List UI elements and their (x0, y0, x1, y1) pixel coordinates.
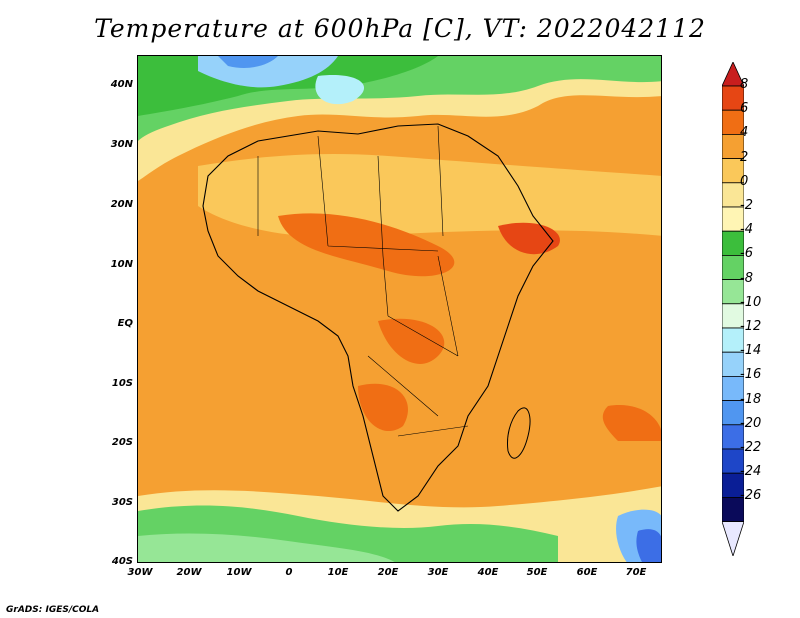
indian-ocean-warm (602, 405, 661, 441)
lat-label-20s: 20S (111, 437, 133, 448)
lat-label-10s: 10S (111, 378, 133, 389)
colorbar-label: 8 (740, 77, 749, 92)
lat-label-40s: 40S (111, 556, 133, 567)
lat-label-40n: 40N (110, 79, 133, 90)
sahel-warm-core (278, 213, 455, 277)
temperature-map (137, 55, 662, 563)
colorbar-label: -24 (740, 464, 762, 480)
colorbar-min-arrow (722, 521, 744, 556)
lat-label-30s: 30S (111, 497, 133, 508)
colorbar-label: -8 (740, 270, 753, 286)
temperature-field (138, 56, 661, 562)
map-title: Temperature at 600hPa [C], VT: 202204211… (94, 14, 706, 43)
colorbar-label: -16 (740, 367, 762, 383)
congo-warm-core (378, 318, 445, 364)
lat-label-10n: 10N (110, 259, 133, 270)
country-borders (257, 125, 469, 437)
lon-label-0: 0 (285, 567, 293, 578)
north-cold-core (218, 56, 278, 68)
lon-label-40e: 40E (477, 567, 499, 578)
lon-label-60e: 60E (576, 567, 598, 578)
madagascar-coastline (507, 407, 531, 459)
lon-label-70e: 70E (625, 567, 647, 578)
colorbar (722, 62, 744, 556)
africa-coastline (202, 123, 554, 512)
lon-label-10w: 10W (226, 567, 252, 578)
mediterranean-cold-pocket (315, 75, 365, 105)
angola-warm-core (358, 383, 408, 432)
colorbar-label: -22 (740, 440, 762, 455)
colorbar-label: -12 (740, 319, 762, 334)
colorbar-label: -20 (740, 415, 762, 431)
lon-label-10e: 10E (327, 567, 349, 578)
colorbar-label: -2 (740, 198, 753, 213)
lat-label-20n: 20N (110, 199, 133, 210)
south-band-light-green (138, 533, 395, 562)
colorbar-label: 0 (740, 173, 749, 189)
grads-credit: GrADS: IGES/COLA (6, 605, 100, 615)
colorbar-label: 6 (740, 101, 749, 117)
colorbar-label: -14 (740, 343, 762, 359)
colorbar-label: 4 (740, 125, 749, 141)
colorbar-label: -6 (740, 246, 753, 262)
lon-label-30w: 30W (127, 567, 153, 578)
lon-label-30e: 30E (427, 567, 449, 578)
colorbar-label: -4 (740, 222, 753, 238)
south-east-cold-core (636, 529, 661, 562)
colorbar-label: 2 (740, 149, 749, 165)
colorbar-label: -10 (740, 294, 762, 310)
base-field-2-4C (138, 56, 661, 562)
lat-label-eq: EQ (117, 318, 133, 329)
lon-label-50e: 50E (526, 567, 548, 578)
colorbar-label: -26 (740, 488, 762, 504)
lon-label-20w: 20W (176, 567, 202, 578)
lon-label-20e: 20E (377, 567, 399, 578)
colorbar-label: -18 (740, 391, 762, 407)
lat-label-30n: 30N (110, 139, 133, 150)
